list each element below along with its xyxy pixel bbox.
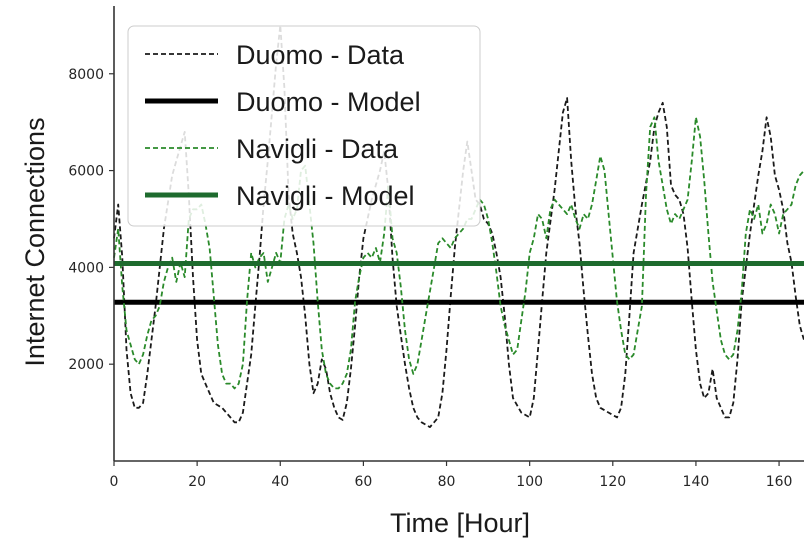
legend-box bbox=[127, 25, 481, 227]
x-ticks: 0 20 40 60 80 100 120 140 160 bbox=[110, 461, 793, 490]
legend-items: Duomo - Data Duomo - Model Navigli - Data N… bbox=[145, 40, 421, 211]
x-tick-label: 20 bbox=[188, 474, 206, 490]
y-tick-label: 4000 bbox=[68, 260, 104, 276]
x-axis-label: Time [Hour] bbox=[390, 508, 530, 538]
series-line-navigli-data bbox=[113, 116, 804, 390]
x-tick-label: 120 bbox=[599, 474, 626, 490]
legend-label: Navigli - Model bbox=[236, 181, 415, 211]
legend-label: Duomo - Model bbox=[236, 87, 421, 117]
y-axis-label: Internet Connections bbox=[20, 117, 50, 366]
x-tick-label: 40 bbox=[271, 474, 289, 490]
x-tick-label: 60 bbox=[354, 474, 372, 490]
y-tick-label: 6000 bbox=[68, 164, 104, 180]
x-tick-label: 0 bbox=[110, 474, 119, 490]
legend: Duomo - Data Duomo - Model Navigli - Data N… bbox=[127, 25, 481, 227]
legend-label: Duomo - Data bbox=[236, 40, 405, 70]
y-ticks: 2000 4000 6000 8000 bbox=[68, 67, 114, 373]
y-tick-label: 2000 bbox=[68, 357, 104, 373]
legend-label: Navigli - Data bbox=[236, 134, 399, 164]
x-tick-label: 160 bbox=[766, 474, 793, 490]
x-tick-label: 140 bbox=[683, 474, 710, 490]
x-tick-label: 80 bbox=[438, 474, 456, 490]
y-tick-label: 8000 bbox=[68, 67, 104, 83]
x-tick-label: 100 bbox=[516, 474, 543, 490]
